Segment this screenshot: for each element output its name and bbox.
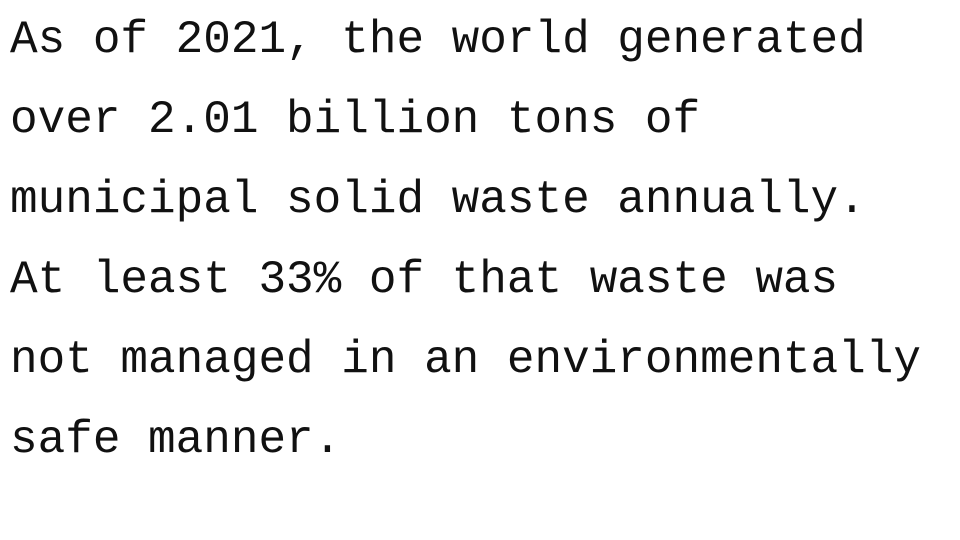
- text-line-1: As of 2021, the world generated: [10, 14, 866, 66]
- text-line-4: At least 33% of that waste was: [10, 254, 839, 306]
- text-line-2: over 2.01 billion tons of: [10, 94, 701, 146]
- text-line-5: not managed in an environmentally: [10, 334, 921, 386]
- text-line-6: safe manner.: [10, 414, 342, 466]
- document-text: As of 2021, the world generated over 2.0…: [10, 0, 955, 480]
- text-line-3: municipal solid waste annually.: [10, 174, 866, 226]
